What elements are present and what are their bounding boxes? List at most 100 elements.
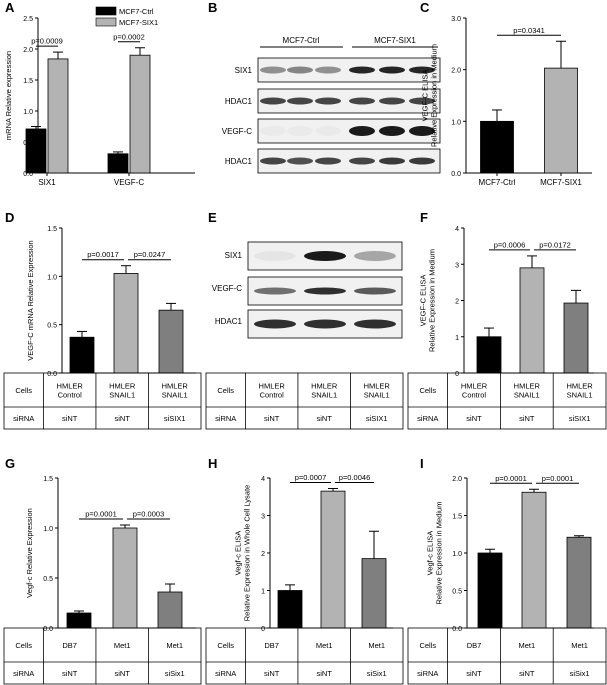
table-f: CellssiRNAHMLERControlHMLERSNAIL1HMLERSN… xyxy=(407,372,607,430)
y-tick-label: 1.0 xyxy=(23,109,33,116)
table-e: CellssiRNAHMLERControlHMLERSNAIL1HMLERSN… xyxy=(205,372,404,430)
table-cell: siNT xyxy=(114,414,130,423)
y-axis-label: Vegf-c Relative Expression xyxy=(25,508,34,598)
y-tick-label: 3 xyxy=(261,514,265,521)
blot-b-group-label: MCF7-SIX1 xyxy=(374,36,416,45)
blot-b-row-label: SIX1 xyxy=(235,66,253,75)
table-header-sirna: siRNA xyxy=(215,414,236,423)
blot-band xyxy=(354,251,396,261)
table-cell: Met1 xyxy=(571,641,588,650)
blot-b-row-label: HDAC1 xyxy=(225,97,253,106)
y-tick-label: 2 xyxy=(455,299,459,306)
blot-b-row-label: VEGF-C xyxy=(222,127,252,136)
chart-g: 0.0 0.5 1.0 1.5 Vegf-c Relative Expression p=… xyxy=(25,476,196,633)
chart-c: 0.0 1.0 2.0 3.0 VEGF-C ELISA Relative Express… xyxy=(421,16,592,187)
table-cell: siNT xyxy=(519,414,535,423)
blot-band xyxy=(254,287,296,295)
table-cell: siNT xyxy=(114,669,130,678)
blot-band xyxy=(260,157,286,165)
bar xyxy=(69,336,95,374)
p-value-label: p=0.0001 xyxy=(542,474,574,483)
bar xyxy=(544,67,578,174)
blot-band xyxy=(409,126,435,136)
blot-band xyxy=(409,157,435,165)
y-tick-label: 1.5 xyxy=(452,514,462,521)
table-cell: siSix1 xyxy=(367,669,387,678)
y-tick-label: 1.0 xyxy=(47,274,57,281)
blot-band xyxy=(254,251,296,261)
blot-band xyxy=(409,97,435,105)
y-axis-label: VEGF-C mRNA Relative Expression xyxy=(26,240,35,360)
table-cell: siSIX1 xyxy=(366,414,388,423)
table-cell: siNT xyxy=(466,414,482,423)
panel-letter-h: H xyxy=(208,456,217,471)
blot-band xyxy=(354,319,396,329)
blot-b-row-label: HDAC1 xyxy=(225,157,253,166)
bar xyxy=(320,490,346,629)
bar xyxy=(107,153,129,174)
table-cell: DB7 xyxy=(62,641,77,650)
blot-band xyxy=(287,126,313,136)
chart-f: 0 1 2 3 4 VEGF-C ELISA Relative Expression in … xyxy=(419,226,594,378)
y-tick-label: 0.5 xyxy=(452,589,462,596)
y-axis-label: VEGF-C ELISA xyxy=(421,70,430,122)
y-tick-label: 1.5 xyxy=(47,226,57,233)
table-g: Cells siRNA DB7 Met1 Met1 siNT siNT siSix1 xyxy=(3,627,202,685)
blot-band xyxy=(315,126,341,136)
western-blot-b: MCF7-Ctrl MCF7-SIX1 SIX1 HDAC1 VEGF-C HD… xyxy=(222,36,441,174)
y-axis-label: Relative Expression in Medium xyxy=(435,502,444,605)
table-cell: Met1 xyxy=(368,641,385,650)
tables-layer: CellssiRNAHMLERControlHMLERSNAIL1HMLERSN… xyxy=(3,372,607,685)
y-tick-label: 0.0 xyxy=(451,171,461,178)
table-header-cells: Cells xyxy=(217,386,234,395)
chart-i: 0.0 0.5 1.0 1.5 2.0 Vegf-c ELISA Relative Expr… xyxy=(426,474,594,633)
blot-band xyxy=(287,97,313,105)
table-cell: siNT xyxy=(264,669,280,678)
table-header-sirna: siRNA xyxy=(215,669,236,678)
y-axis-label: Vegf-c ELISA xyxy=(426,531,435,576)
y-axis-label: Relative Expression in Medium xyxy=(430,44,439,147)
y-tick-label: 0 xyxy=(455,371,459,378)
table-cell: Met1 xyxy=(518,641,535,650)
blot-band xyxy=(315,157,341,165)
table-cell: HMLER xyxy=(259,382,286,391)
table-header-sirna: siRNA xyxy=(417,414,438,423)
y-axis-label: VEGF-C ELISA xyxy=(419,275,428,327)
y-tick-label: 1.0 xyxy=(43,526,53,533)
blot-band xyxy=(379,157,405,165)
p-value-label: p=0.0006 xyxy=(494,240,526,249)
blot-band xyxy=(349,126,375,136)
table-cell: siNT xyxy=(316,414,332,423)
table-cell: siNT xyxy=(264,414,280,423)
blot-band xyxy=(315,97,341,105)
table-cell: SNAIL1 xyxy=(364,391,390,400)
p-value-label: p=0.0017 xyxy=(87,250,119,259)
panel-letter-e: E xyxy=(208,210,217,225)
x-tick-label: MCF7-Ctrl xyxy=(479,178,516,187)
y-axis-label: Vegf-c ELISA xyxy=(234,531,243,576)
y-tick-label: 1.0 xyxy=(451,119,461,126)
blot-band xyxy=(304,287,346,295)
bar xyxy=(113,273,139,374)
y-tick-label: 0.0 xyxy=(47,371,57,378)
table-cell: HMLER xyxy=(461,382,488,391)
table-cell: HMLER xyxy=(364,382,391,391)
y-axis-label: Relative Expression in Whole Cell Lysate xyxy=(243,485,252,621)
table-cell: siSix1 xyxy=(570,669,590,678)
table-border xyxy=(3,627,202,685)
table-header-cells: Cells xyxy=(419,386,436,395)
table-cell: siNT xyxy=(466,669,482,678)
bar xyxy=(477,552,503,629)
table-h: Cells siRNA DB7 Met1 Met1 siNT siNT siSix1 xyxy=(205,627,404,685)
blot-band xyxy=(260,126,286,136)
p-value-label: p=0.0009 xyxy=(31,37,63,46)
y-tick-label: 2.0 xyxy=(452,476,462,483)
x-tick-label: MCF7-SIX1 xyxy=(540,178,582,187)
blot-band xyxy=(379,126,405,136)
blot-band xyxy=(349,157,375,165)
legend-swatch xyxy=(95,17,117,27)
blot-band xyxy=(379,66,405,74)
blot-band xyxy=(260,66,286,74)
y-tick-label: 1.5 xyxy=(23,78,33,85)
